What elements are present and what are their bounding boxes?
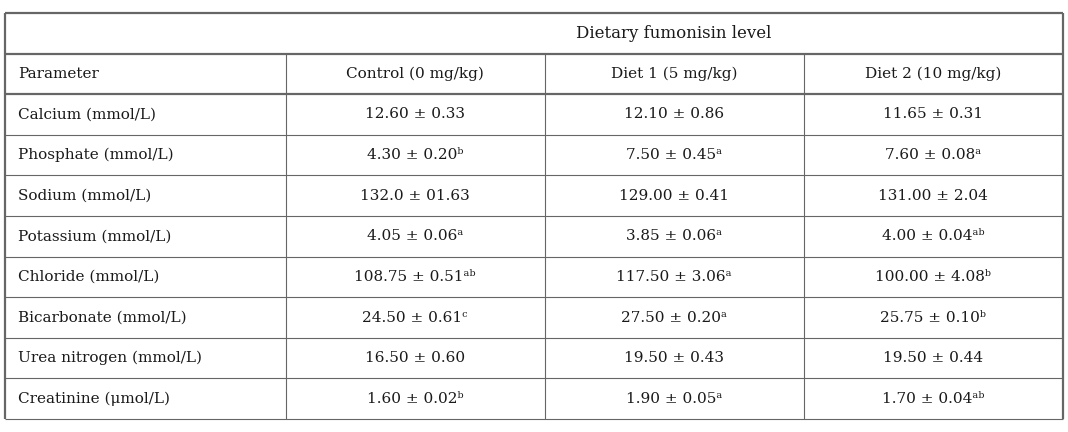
Text: 4.05 ± 0.06ᵃ: 4.05 ± 0.06ᵃ bbox=[367, 229, 464, 243]
Text: 19.50 ± 0.44: 19.50 ± 0.44 bbox=[883, 351, 984, 365]
Text: 131.00 ± 2.04: 131.00 ± 2.04 bbox=[878, 189, 988, 203]
Text: 25.75 ± 0.10ᵇ: 25.75 ± 0.10ᵇ bbox=[880, 311, 986, 324]
Text: 3.85 ± 0.06ᵃ: 3.85 ± 0.06ᵃ bbox=[626, 229, 722, 243]
Text: 100.00 ± 4.08ᵇ: 100.00 ± 4.08ᵇ bbox=[875, 270, 991, 284]
Text: 1.70 ± 0.04ᵃᵇ: 1.70 ± 0.04ᵃᵇ bbox=[882, 392, 985, 406]
Text: Calcium (mmol/L): Calcium (mmol/L) bbox=[18, 108, 156, 121]
Text: Sodium (mmol/L): Sodium (mmol/L) bbox=[18, 189, 152, 203]
Text: 1.90 ± 0.05ᵃ: 1.90 ± 0.05ᵃ bbox=[626, 392, 722, 406]
Text: 12.10 ± 0.86: 12.10 ± 0.86 bbox=[624, 108, 724, 121]
Text: 16.50 ± 0.60: 16.50 ± 0.60 bbox=[365, 351, 466, 365]
Text: Diet 1 (5 mg/kg): Diet 1 (5 mg/kg) bbox=[611, 67, 737, 81]
Text: 4.00 ± 0.04ᵃᵇ: 4.00 ± 0.04ᵃᵇ bbox=[882, 229, 985, 243]
Text: 19.50 ± 0.43: 19.50 ± 0.43 bbox=[624, 351, 724, 365]
Text: Control (0 mg/kg): Control (0 mg/kg) bbox=[346, 67, 484, 81]
Text: Chloride (mmol/L): Chloride (mmol/L) bbox=[18, 270, 159, 284]
Text: Creatinine (μmol/L): Creatinine (μmol/L) bbox=[18, 391, 170, 406]
Text: 108.75 ± 0.51ᵃᵇ: 108.75 ± 0.51ᵃᵇ bbox=[355, 270, 476, 284]
Text: 1.60 ± 0.02ᵇ: 1.60 ± 0.02ᵇ bbox=[366, 392, 464, 406]
Text: 7.60 ± 0.08ᵃ: 7.60 ± 0.08ᵃ bbox=[885, 148, 981, 162]
Text: Dietary fumonisin level: Dietary fumonisin level bbox=[577, 25, 772, 42]
Text: Bicarbonate (mmol/L): Bicarbonate (mmol/L) bbox=[18, 311, 187, 324]
Text: Parameter: Parameter bbox=[18, 67, 99, 81]
Text: 132.0 ± 01.63: 132.0 ± 01.63 bbox=[360, 189, 470, 203]
Text: 12.60 ± 0.33: 12.60 ± 0.33 bbox=[365, 108, 465, 121]
Text: Phosphate (mmol/L): Phosphate (mmol/L) bbox=[18, 148, 174, 162]
Text: 129.00 ± 0.41: 129.00 ± 0.41 bbox=[619, 189, 729, 203]
Text: Diet 2 (10 mg/kg): Diet 2 (10 mg/kg) bbox=[865, 67, 1002, 81]
Text: 7.50 ± 0.45ᵃ: 7.50 ± 0.45ᵃ bbox=[626, 148, 722, 162]
Text: 27.50 ± 0.20ᵃ: 27.50 ± 0.20ᵃ bbox=[622, 311, 727, 324]
Text: 117.50 ± 3.06ᵃ: 117.50 ± 3.06ᵃ bbox=[616, 270, 732, 284]
Text: 24.50 ± 0.61ᶜ: 24.50 ± 0.61ᶜ bbox=[362, 311, 468, 324]
Text: 4.30 ± 0.20ᵇ: 4.30 ± 0.20ᵇ bbox=[366, 148, 464, 162]
Text: 11.65 ± 0.31: 11.65 ± 0.31 bbox=[883, 108, 984, 121]
Text: Urea nitrogen (mmol/L): Urea nitrogen (mmol/L) bbox=[18, 351, 202, 365]
Text: Potassium (mmol/L): Potassium (mmol/L) bbox=[18, 229, 172, 243]
